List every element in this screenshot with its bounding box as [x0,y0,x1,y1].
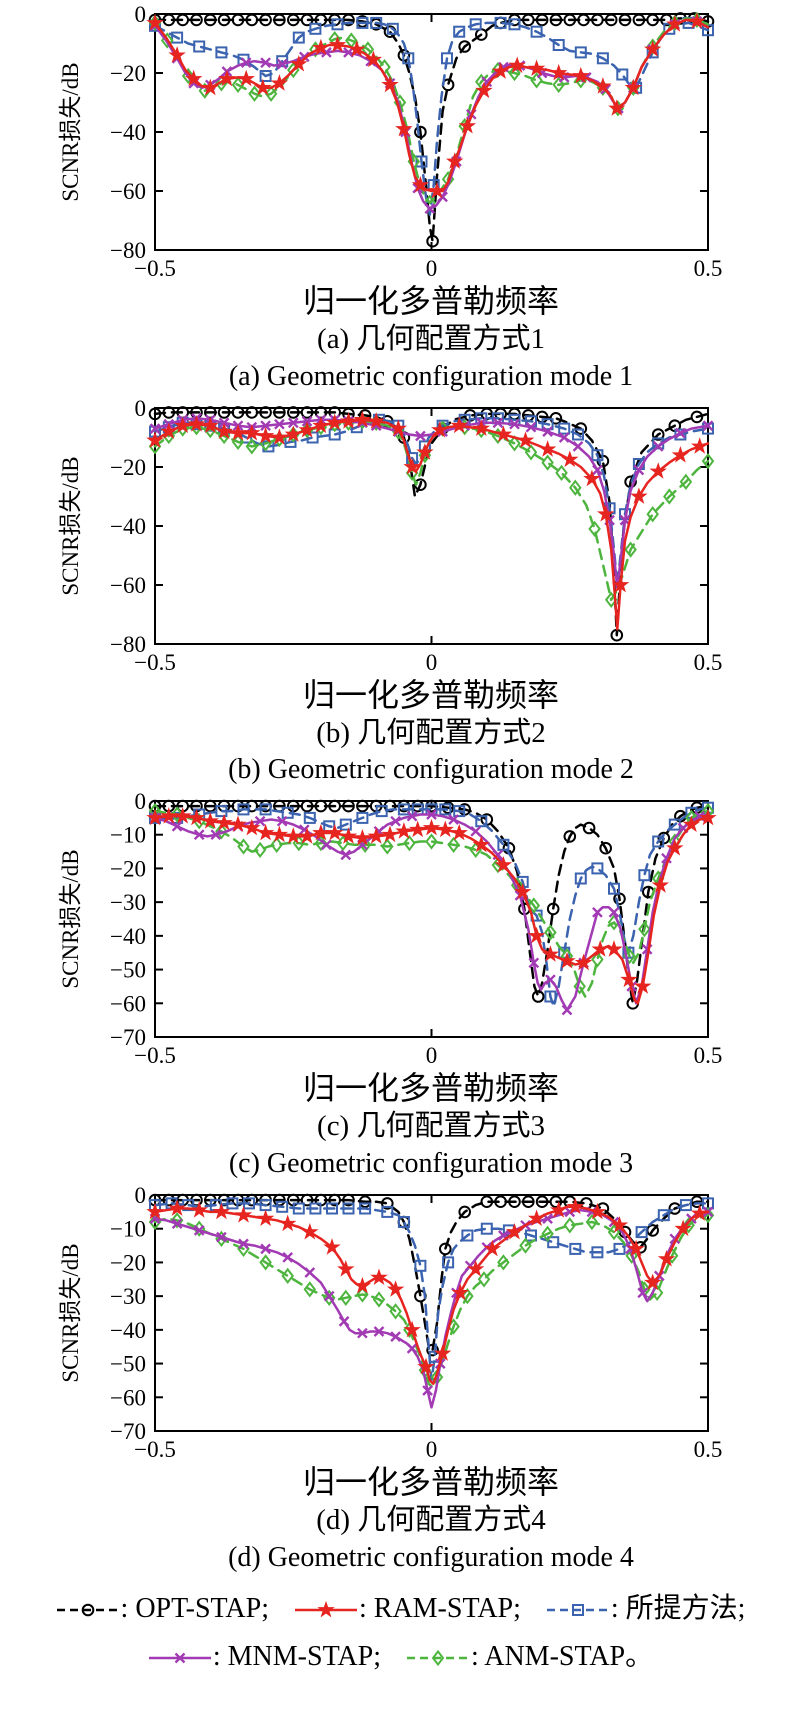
svg-text:−60: −60 [110,1385,146,1410]
svg-text:−20: −20 [110,1250,146,1275]
legend-item-mnm-stap: : MNM-STAP; [147,1635,381,1683]
caption-c-cn: (c) 几何配置方式3 [317,1110,545,1143]
svg-text:−80: −80 [110,632,146,657]
svg-text:−20: −20 [110,61,146,86]
svg-text:−0.5: −0.5 [134,256,176,281]
mnm-stap-line-sample-icon [148,1652,211,1664]
svg-text:SCNR损失/dB: SCNR损失/dB [58,850,83,989]
legend-label-ram-stap: : RAM-STAP; [358,1592,521,1624]
svg-text:0.5: 0.5 [694,256,723,281]
panel-c: −0.5 0 0.5 0 −10 −20 −30 −40 −50 −60 −70 SCNR损失/dB … [0,789,800,1183]
caption-b-en: (b) Geometric configuration mode 2 [228,754,634,786]
caption-b-cn: (b) 几何配置方式2 [316,716,546,749]
svg-text:−40: −40 [110,514,146,539]
legend-item-ram-stap: : RAM-STAP; [293,1587,521,1635]
panel-d: −0.5 0 0.5 0 −10 −20 −30 −40 −50 −60 −70 SCNR损失/dB … [0,1183,800,1577]
chart-c-canvas: −0.5 0 0.5 0 −10 −20 −30 −40 −50 −60 −70 SCNR损失/dB [58,789,723,1068]
ram-stap-line-sample-icon [294,1600,357,1618]
svg-text:−0.5: −0.5 [134,650,176,675]
svg-text:−50: −50 [110,958,146,983]
svg-text:−60: −60 [110,573,146,598]
caption-c-en: (c) Geometric configuration mode 3 [228,1148,634,1180]
legend-label-mnm-stap: : MNM-STAP; [212,1640,381,1672]
chart-d-canvas: −0.5 0 0.5 0 −10 −20 −30 −40 −50 −60 −70 SCNR损失/dB [58,1183,723,1462]
legend-row-2: : MNM-STAP; : ANM-STAP。 [0,1635,800,1683]
svg-text:−60: −60 [110,992,146,1017]
caption-a-cn: (a) 几何配置方式1 [317,323,545,356]
legend-item-proposed: : 所提方法; [545,1587,746,1635]
svg-text:−60: −60 [110,179,146,204]
svg-text:−0.5: −0.5 [134,1043,176,1068]
x-axis-label-d: 归一化多普勒频率 [302,1464,559,1501]
svg-text:SCNR损失/dB: SCNR损失/dB [58,456,83,595]
svg-text:0: 0 [426,256,438,281]
svg-text:−10: −10 [110,1217,146,1242]
svg-text:−10: −10 [110,823,146,848]
legend-label-anm-stap: : ANM-STAP。 [471,1640,654,1672]
svg-text:−30: −30 [110,1284,146,1309]
chart-b-canvas: −0.5 0 0.5 0 −20 −40 −60 −80 SCNR损失/dB [58,396,723,675]
panel-b: −0.5 0 0.5 0 −20 −40 −60 −80 SCNR损失/dB 归一化多普勒频率 … [0,396,800,790]
legend: : OPT-STAP; : RAM-STAP; : 所提方法; : MNM-ST… [0,1587,800,1683]
svg-text:0: 0 [135,396,147,421]
legend-label-opt-stap: : OPT-STAP; [120,1592,269,1624]
svg-text:−40: −40 [110,1318,146,1343]
svg-text:−50: −50 [110,1352,146,1377]
legend-item-opt-stap: : OPT-STAP; [55,1587,269,1635]
chart-a-canvas: −0.5 0 0.5 0 −20 −40 −60 −80 SCNR损失/dB [58,2,723,281]
legend-item-anm-stap: : ANM-STAP。 [405,1635,653,1683]
svg-text:−40: −40 [110,924,146,949]
svg-text:0.5: 0.5 [694,1437,723,1462]
caption-d-cn: (d) 几何配置方式4 [316,1504,546,1537]
svg-text:−20: −20 [110,455,146,480]
opt-stap-line-sample-icon [56,1603,119,1616]
caption-d-en: (d) Geometric configuration mode 4 [228,1541,634,1573]
svg-text:SCNR损失/dB: SCNR损失/dB [58,1243,83,1382]
svg-text:−0.5: −0.5 [134,1437,176,1462]
x-axis-label-c: 归一化多普勒频率 [302,1070,559,1107]
svg-text:−70: −70 [110,1419,146,1444]
svg-text:−40: −40 [110,120,146,145]
svg-text:0: 0 [135,1183,147,1208]
proposed-line-sample-icon [546,1603,609,1616]
svg-text:−80: −80 [110,238,146,263]
svg-text:0.5: 0.5 [694,1043,723,1068]
x-axis-label-b: 归一化多普勒频率 [302,676,559,713]
caption-a-en: (a) Geometric configuration mode 1 [228,360,634,392]
svg-text:0: 0 [426,1437,438,1462]
svg-text:0: 0 [135,2,147,27]
panel-a: −0.5 0 0.5 0 −20 −40 −60 −80 SCNR损失/dB 归一化多普勒频率 … [0,2,800,396]
svg-text:−20: −20 [110,857,146,882]
svg-text:−70: −70 [110,1025,146,1050]
svg-text:0.5: 0.5 [694,650,723,675]
svg-text:0: 0 [426,650,438,675]
svg-text:0: 0 [135,789,147,814]
anm-stap-line-sample-icon [407,1649,469,1666]
svg-text:SCNR损失/dB: SCNR损失/dB [58,62,83,201]
legend-row-1: : OPT-STAP; : RAM-STAP; : 所提方法; [0,1587,800,1635]
x-axis-label-a: 归一化多普勒频率 [302,283,559,319]
svg-text:−30: −30 [110,890,146,915]
legend-label-proposed: : 所提方法; [610,1592,746,1624]
svg-text:0: 0 [426,1043,438,1068]
